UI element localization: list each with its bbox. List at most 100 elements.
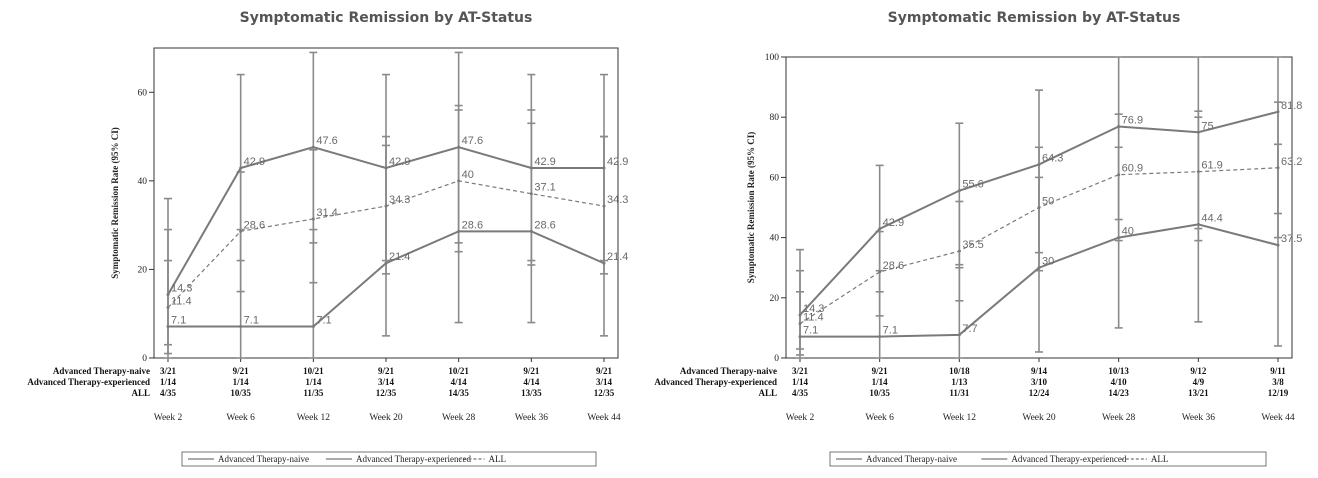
- data-point: [384, 261, 388, 265]
- data-label: 63.2: [1281, 156, 1302, 168]
- n-table-cell: 10/21: [448, 366, 469, 376]
- n-table-cell: 1/13: [951, 377, 968, 387]
- data-label: 75: [1201, 120, 1213, 132]
- data-point: [1037, 266, 1041, 270]
- n-table-cell: 9/21: [872, 366, 889, 376]
- n-table-cell: 4/10: [1111, 377, 1128, 387]
- n-table-cell: 1/14: [872, 377, 889, 387]
- legend-label: Advanced Therapy-experienced: [356, 454, 472, 464]
- n-table-cell: 10/18: [949, 366, 970, 376]
- data-point: [529, 229, 533, 233]
- data-point: [798, 313, 802, 317]
- n-table-cell: 12/35: [594, 388, 615, 398]
- x-tick-label: Week 36: [1182, 413, 1216, 423]
- x-tick-label: Week 44: [587, 413, 621, 423]
- data-label: 7.1: [883, 325, 898, 337]
- data-point: [166, 306, 170, 310]
- data-label: 28.6: [244, 219, 265, 231]
- data-label: 42.9: [389, 156, 410, 168]
- data-point: [957, 189, 961, 193]
- n-table-cell: 13/35: [521, 388, 542, 398]
- data-point: [457, 179, 461, 183]
- n-table-cell: 1/14: [233, 377, 250, 387]
- data-point: [957, 333, 961, 337]
- n-table-cell: 9/21: [233, 366, 250, 376]
- data-label: 44.4: [1201, 212, 1222, 224]
- n-table-cell: 4/14: [523, 377, 540, 387]
- data-label: 40: [1122, 226, 1134, 238]
- y-tick-label: 100: [765, 53, 780, 63]
- n-table-cell: 9/14: [1031, 366, 1048, 376]
- data-point: [602, 261, 606, 265]
- data-label: 7.7: [962, 323, 977, 335]
- n-table-cell: 10/35: [230, 388, 251, 398]
- data-label: 50: [1042, 196, 1054, 208]
- n-table-cell: 10/13: [1108, 366, 1129, 376]
- n-table-cell: 12/19: [1268, 388, 1289, 398]
- chart-panel-2: Symptomatic Remission by AT-Status 0 20 40 6…: [654, 10, 1302, 467]
- n-table-cell: 9/12: [1190, 366, 1207, 376]
- data-point: [1117, 236, 1121, 240]
- y-tick-label: 20: [138, 265, 148, 275]
- data-label: 7.1: [171, 315, 186, 327]
- y-tick-label: 60: [138, 88, 148, 98]
- n-table-cell: 11/31: [949, 388, 970, 398]
- n-table-cell: 3/14: [378, 377, 395, 387]
- n-table-cell: 3/21: [792, 366, 809, 376]
- y-tick-label: 60: [770, 173, 780, 183]
- data-label: 55.6: [962, 179, 983, 191]
- n-table-cell: 1/14: [792, 377, 809, 387]
- data-label: 30: [1042, 256, 1054, 268]
- data-point: [239, 229, 243, 233]
- x-tick-label: Week 12: [297, 413, 331, 423]
- data-point: [1196, 170, 1200, 174]
- n-table-cell: 4/9: [1193, 377, 1205, 387]
- data-label: 28.6: [883, 260, 904, 272]
- n-table-cell: 10/21: [303, 366, 324, 376]
- y-tick-label: 0: [774, 354, 779, 364]
- data-point: [1196, 130, 1200, 134]
- data-point: [311, 217, 315, 221]
- data-point: [166, 293, 170, 297]
- n-table-cell: 4/14: [451, 377, 468, 387]
- n-table-cell: 11/35: [303, 388, 324, 398]
- data-label: 11.4: [171, 296, 192, 308]
- n-table-row-label: Advanced Therapy-naive: [53, 366, 150, 376]
- data-label: 42.9: [534, 156, 555, 168]
- legend-box: [181, 451, 597, 467]
- y-tick-label: 40: [138, 177, 148, 187]
- data-point: [798, 335, 802, 339]
- data-point: [1276, 243, 1280, 247]
- data-label: 35.5: [962, 239, 983, 251]
- data-point: [311, 145, 315, 149]
- data-point: [878, 227, 882, 231]
- legend-label: ALL: [1151, 454, 1169, 464]
- data-label: 47.6: [316, 135, 337, 147]
- x-tick-label: Week 20: [369, 413, 403, 423]
- n-table-cell: 3/14: [596, 377, 613, 387]
- y-tick-label: 0: [142, 354, 147, 364]
- n-table-cell: 3/8: [1272, 377, 1284, 387]
- data-point: [878, 335, 882, 339]
- x-tick-label: Week 2: [154, 413, 183, 423]
- n-table-cell: 10/35: [869, 388, 890, 398]
- data-label: 81.8: [1281, 100, 1302, 112]
- x-tick-label: Week 20: [1022, 413, 1056, 423]
- data-point: [166, 325, 170, 329]
- data-point: [1117, 173, 1121, 177]
- n-table-row-label: Advanced Therapy-experienced: [27, 377, 150, 387]
- data-label: 64.3: [1042, 152, 1063, 164]
- y-tick-label: 20: [770, 294, 780, 304]
- data-label: 28.6: [534, 219, 555, 231]
- x-tick-label: Week 12: [943, 413, 977, 423]
- x-tick-label: Week 2: [786, 413, 815, 423]
- chart-panel-1: Symptomatic Remission by AT-Status 0 20 40 6…: [27, 10, 628, 467]
- data-point: [1117, 125, 1121, 129]
- data-point: [239, 166, 243, 170]
- x-tick-label: Week 28: [1102, 413, 1136, 423]
- y-axis-label: Symptomatic Remission Rate (95% CI): [110, 127, 120, 278]
- y-tick-label: 40: [770, 234, 780, 244]
- data-label: 42.9: [244, 156, 265, 168]
- n-table-cell: 12/35: [376, 388, 397, 398]
- n-table-row-label: ALL: [131, 388, 150, 398]
